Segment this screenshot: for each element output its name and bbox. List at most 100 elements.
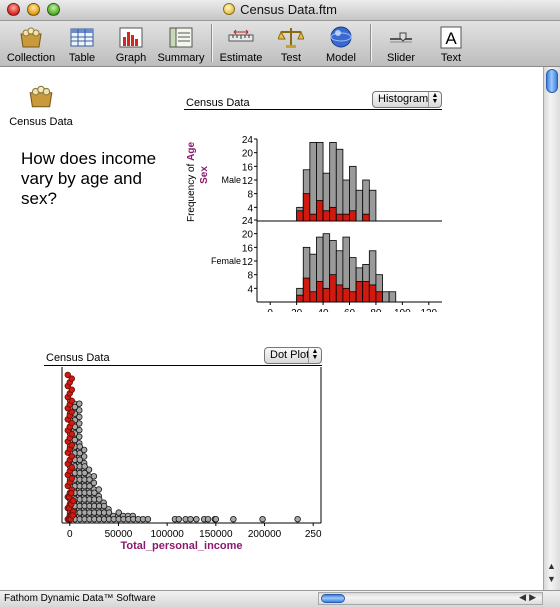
dotplot-highlight-point	[68, 453, 75, 460]
dotplot-highlight-point	[68, 441, 75, 449]
document-workspace[interactable]: Census Data How does income vary by age …	[0, 67, 543, 590]
close-window-button[interactable]	[7, 3, 20, 16]
histogram-highlight-bar	[375, 291, 383, 303]
table-icon	[70, 28, 94, 47]
histogram-y-tick-label: 16	[242, 243, 254, 254]
histogram-highlight-bar	[309, 291, 317, 303]
status-bar: Fathom Dynamic Data™ Software ◀▶	[0, 590, 560, 607]
horizontal-scrollbar[interactable]: ◀▶	[318, 592, 543, 605]
histogram-highlight-bar	[302, 277, 311, 303]
dotplot-outlier-point	[187, 515, 194, 523]
histogram-graph[interactable]: 4 8 12 16 20 24 Male 4 8 12 16 20 24 Female 0 20 40 60 80 1…	[180, 107, 450, 312]
vertical-scrollbar[interactable]: ▲ ▼	[543, 67, 560, 590]
dotplot-highlight-point	[68, 375, 75, 382]
toolbar-model-button[interactable]: Model	[318, 21, 364, 66]
dotplot-x-tick-label: 0	[67, 529, 73, 540]
histogram-bar	[355, 189, 364, 222]
dotplot-graph[interactable]: 0 50000 100000 150000 200000 250 Total_persona…	[40, 363, 330, 563]
histogram-frame-line	[184, 109, 442, 110]
histogram-x-tick-label: 120	[420, 308, 437, 312]
histogram-bar	[335, 148, 344, 222]
histogram-y-tick-label: 24	[242, 135, 254, 146]
dotplot-outlier-point	[212, 515, 220, 523]
histogram-y-tick-label: 20	[242, 230, 254, 241]
dotplot-outlier-point	[204, 515, 212, 523]
window-title-text: Census Data.ftm	[240, 2, 337, 17]
dotplot-point	[76, 413, 83, 421]
histogram-highlight-bar	[296, 294, 304, 303]
dotplot-point	[81, 469, 88, 477]
histogram-highlight-bar	[322, 210, 331, 222]
histogram-row-attribute-label: Sex	[199, 166, 210, 184]
dotplot-point	[85, 466, 93, 473]
dotplot-point	[100, 502, 108, 510]
histogram-highlight-bar	[349, 210, 357, 222]
dotplot-outlier-point	[294, 515, 301, 523]
toolbar-graph-button[interactable]: Graph	[108, 21, 154, 66]
histogram-highlight-bar	[322, 287, 331, 303]
dotplot-point	[144, 515, 152, 523]
dotplot-point	[80, 453, 88, 460]
histogram-highlight-bar	[362, 213, 370, 222]
collection-label: Census Data	[9, 116, 73, 128]
dotplot-highlight-point	[69, 512, 76, 519]
histogram-y-tick-label: 20	[242, 149, 254, 160]
horizontal-scroll-arrows-icon[interactable]: ◀▶	[519, 592, 539, 602]
histogram-highlight-bar	[349, 291, 357, 303]
histogram-panel-label: Male	[221, 175, 241, 185]
histogram-highlight-bar	[316, 200, 324, 222]
toolbar-test-label: Test	[280, 52, 302, 64]
toolbar-collection-button[interactable]: Collection	[2, 21, 60, 66]
dotplot-x-axis-label: Total_personal_income	[120, 540, 242, 552]
toolbar-table-button[interactable]: Table	[60, 21, 104, 66]
toolbar-test-button[interactable]: Test	[268, 21, 314, 66]
toolbar-model-label: Model	[326, 52, 356, 64]
toolbar-estimate-button[interactable]: Estimate	[216, 21, 266, 66]
toolbar-text-label: Text	[440, 52, 462, 64]
summary-icon	[169, 27, 193, 48]
toolbar-summary-button[interactable]: Summary	[156, 21, 206, 66]
dotplot-x-tick-label: 150000	[199, 529, 233, 540]
histogram-y-tick-label: 4	[247, 284, 253, 295]
histogram-highlight-bar	[368, 284, 377, 303]
dotplot-frame-line	[44, 365, 322, 366]
toolbar-separator	[211, 24, 213, 62]
model-icon	[330, 26, 352, 48]
dotplot-point	[81, 463, 88, 470]
histogram-y-tick-label: 24	[242, 216, 254, 227]
census-collection[interactable]: Census Data	[8, 83, 74, 128]
dotplot-point	[76, 433, 83, 440]
window-title-bar: Census Data.ftm	[0, 0, 560, 21]
dotplot-title: Census Data	[46, 352, 110, 364]
dotplot-point	[90, 473, 98, 480]
toolbar-estimate-label: Estimate	[219, 52, 263, 64]
minimize-window-button[interactable]	[27, 3, 40, 16]
dotplot-point	[76, 400, 83, 407]
zoom-window-button[interactable]	[47, 3, 60, 16]
dotplot-outlier-point	[259, 515, 266, 523]
question-text-box[interactable]: How does income vary by age and sex?	[21, 149, 157, 208]
toolbar-slider-button[interactable]: Slider	[378, 21, 424, 66]
scroll-up-arrow-icon[interactable]: ▲	[547, 561, 556, 571]
histogram-y-axis-label: Frequency of Age	[186, 142, 197, 222]
histogram-plot-type-popup[interactable]: Histogram ▲ ▼	[372, 91, 442, 108]
vertical-scroll-thumb[interactable]	[546, 69, 558, 93]
histogram-highlight-bar	[342, 287, 350, 303]
popup-arrows-icon: ▲ ▼	[428, 92, 441, 107]
dotplot-point	[115, 509, 122, 516]
dotplot-x-tick-label: 50000	[105, 529, 133, 540]
histogram-highlight-bar	[296, 210, 304, 222]
dotplot-point	[95, 486, 102, 493]
toolbar-table-label: Table	[68, 52, 96, 64]
dotplot-outlier-point	[230, 515, 237, 523]
toolbar-text-button[interactable]: A Text	[428, 21, 474, 66]
status-text: Fathom Dynamic Data™ Software	[4, 593, 156, 604]
scroll-down-arrow-icon[interactable]: ▼	[547, 574, 556, 584]
histogram-y-tick-label: 8	[247, 271, 253, 282]
dotplot-point	[76, 449, 83, 457]
histogram-y-tick-label: 12	[242, 176, 254, 187]
dotplot-plot-type-popup[interactable]: Dot Plot ▲ ▼	[264, 347, 322, 364]
histogram-y-tick-label: 4	[247, 203, 253, 214]
histogram-title: Census Data	[186, 97, 250, 109]
horizontal-scroll-thumb[interactable]	[321, 594, 345, 603]
